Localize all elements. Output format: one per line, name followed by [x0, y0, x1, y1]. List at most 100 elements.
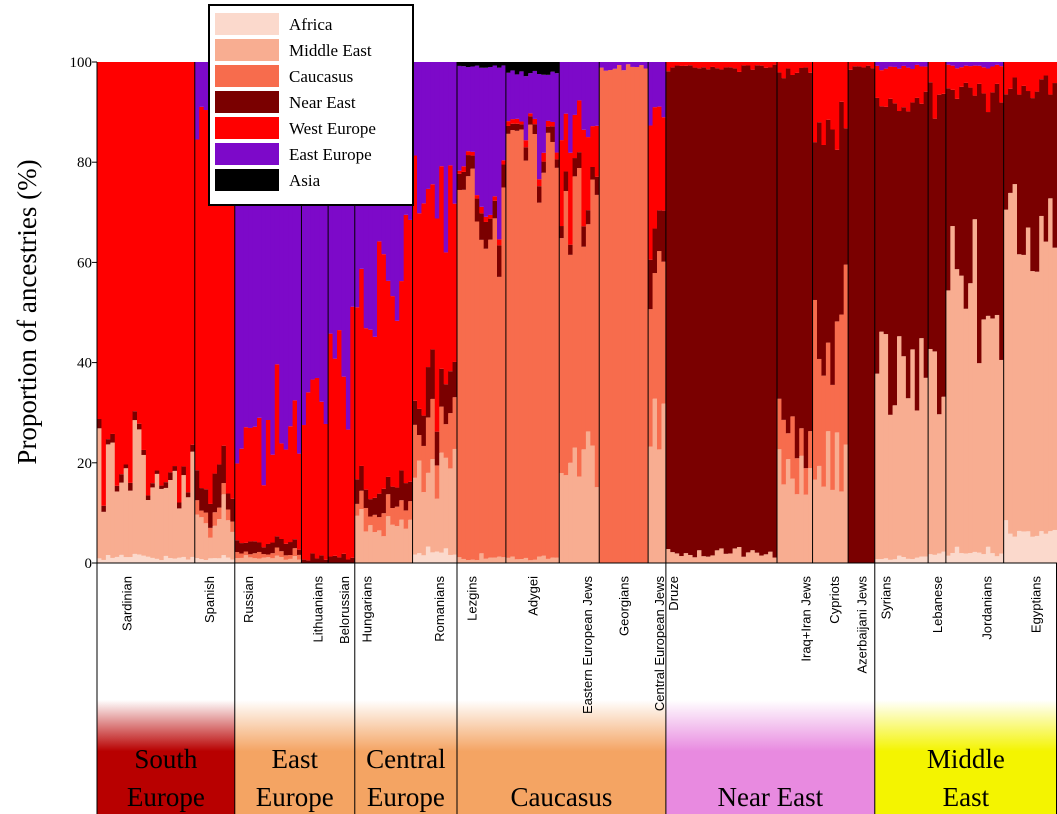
bar-cypriots-2-near-east: [817, 122, 823, 359]
bar-spanish-9-west-europe: [230, 124, 236, 499]
bar-lezgins-7-west-europe: [483, 216, 489, 222]
bar-eastern-european-jews-1-west-europe: [559, 140, 565, 227]
bar-belorussian-5-near-east: [345, 559, 351, 563]
bar-syrians-3-west-europe: [883, 68, 889, 107]
bar-jordanians-10-east-europe: [985, 62, 991, 69]
bar-iraq-iran-jews-7-caucasus: [803, 468, 809, 495]
bar-spanish-9-middle-east: [230, 531, 236, 560]
bar-cypriots-5-caucasus: [830, 384, 836, 490]
bar-egyptians-6-west-europe: [1025, 62, 1031, 92]
bar-egyptians-3-africa: [1012, 536, 1018, 563]
bar-druze-3-west-europe: [674, 62, 680, 66]
bar-syrians-3-near-east: [883, 106, 889, 335]
bar-druze-11-middle-east: [710, 555, 716, 563]
bar-syrians-7-africa: [901, 557, 907, 563]
bar-lezgins-3-middle-east: [465, 560, 471, 563]
bar-central-european-jews-1-caucasus: [648, 309, 654, 447]
bar-jordanians-8-middle-east: [977, 363, 983, 553]
bar-sardinian-1-west-europe: [97, 62, 103, 420]
bar-sardinian-17-middle-east: [168, 479, 174, 559]
bar-hungarians-6-caucasus: [377, 517, 383, 531]
bar-adygei-6-west-europe: [528, 113, 534, 117]
bar-sardinian-20-near-east: [181, 466, 187, 476]
bar-hungarians-1-caucasus: [354, 503, 360, 516]
bar-sardinian-14-africa: [154, 558, 160, 563]
bar-lezgins-6-east-europe: [479, 67, 485, 207]
bar-druze-5-middle-east: [683, 553, 689, 563]
bar-romanians-3-africa: [421, 555, 427, 563]
bar-eastern-european-jews-3-middle-east: [568, 462, 574, 563]
bar-lezgins-1-caucasus: [457, 189, 463, 558]
bar-belorussian-4-west-europe: [341, 376, 347, 554]
bar-sardinian-11-middle-east: [141, 454, 147, 556]
bar-lithuanians-6-near-east: [323, 559, 329, 563]
bar-cypriots-4-west-europe: [825, 62, 831, 120]
bar-jordanians-10-near-east: [985, 112, 991, 316]
bar-jordanians-2-near-east: [950, 89, 956, 227]
bar-adygei-2-caucasus: [510, 130, 516, 557]
population-label-syrians: Syrians: [878, 576, 893, 620]
bar-romanians-8-africa: [443, 548, 449, 563]
bar-russian-13-east-europe: [288, 62, 294, 427]
bar-egyptians-11-africa: [1048, 531, 1054, 563]
bar-egyptians-12-middle-east: [1052, 247, 1057, 530]
bar-central-european-jews-1-middle-east: [648, 446, 654, 563]
bar-cypriots-2-west-europe: [817, 62, 823, 123]
bar-lithuanians-5-near-east: [319, 555, 325, 563]
bar-syrians-12-middle-east: [923, 377, 929, 557]
bar-romanians-2-africa: [417, 553, 423, 563]
bar-romanians-7-east-europe: [439, 62, 445, 167]
bar-russian-1-near-east: [234, 540, 240, 553]
bar-lebanese-4-africa: [941, 551, 947, 563]
bar-druze-19-west-europe: [745, 62, 751, 66]
population-label-cypriots: Cypriots: [827, 576, 842, 624]
bar-jordanians-4-east-europe: [959, 62, 965, 68]
region-band-4: [665, 700, 875, 814]
region-label-2-0: Central: [366, 744, 445, 774]
bar-russian-14-east-europe: [292, 62, 298, 401]
bar-spanish-1-africa: [194, 558, 200, 563]
bar-hungarians-4-near-east: [368, 499, 374, 517]
bar-russian-1-west-europe: [234, 463, 240, 541]
bar-central-european-jews-3-caucasus: [657, 251, 663, 450]
bar-russian-13-caucasus: [288, 555, 294, 559]
bar-romanians-10-near-east: [452, 361, 458, 398]
bar-belorussian-3-near-east: [337, 557, 343, 563]
bar-hungarians-7-caucasus: [381, 513, 387, 537]
bar-georgians-4-east-europe: [612, 62, 618, 69]
bar-syrians-11-africa: [919, 556, 925, 563]
bar-lezgins-11-west-europe: [501, 160, 507, 165]
bar-georgians-11-east-europe: [643, 62, 649, 69]
bar-spanish-4-africa: [208, 558, 214, 563]
bar-iraq-iran-jews-2-caucasus: [781, 419, 787, 485]
bar-lezgins-4-near-east: [470, 155, 476, 169]
bar-jordanians-12-near-east: [994, 83, 1000, 315]
bar-sardinian-3-africa: [105, 555, 111, 563]
bar-romanians-2-east-europe: [417, 62, 423, 214]
bar-lezgins-9-west-europe: [492, 196, 498, 201]
bar-sardinian-9-africa: [132, 553, 138, 563]
bar-iraq-iran-jews-5-middle-east: [794, 494, 800, 563]
bar-romanians-3-east-europe: [421, 62, 427, 204]
bar-russian-6-east-europe: [257, 62, 263, 418]
bar-syrians-8-africa: [905, 558, 911, 563]
bar-romanians-5-east-europe: [430, 62, 436, 185]
bar-sardinian-15-near-east: [159, 485, 165, 489]
bar-druze-16-near-east: [732, 68, 738, 549]
bar-lezgins-4-east-europe: [470, 66, 476, 152]
bar-druze-6-near-east: [688, 65, 694, 555]
bar-egyptians-8-middle-east: [1034, 271, 1040, 536]
population-labels: Sardinian Spanish Russian Lithuanians Beloru…: [119, 576, 1043, 715]
bar-romanians-5-caucasus: [430, 398, 436, 460]
bar-lezgins-1-middle-east: [457, 557, 463, 563]
y-axis-title: Proportion of ancestries (%): [12, 159, 42, 464]
bar-russian-7-caucasus: [261, 554, 267, 558]
bar-egyptians-1-near-east: [1003, 94, 1009, 210]
bar-sardinian-8-west-europe: [128, 62, 134, 483]
bar-spanish-6-west-europe: [217, 162, 223, 465]
bar-romanians-6-africa: [434, 551, 440, 563]
bar-eastern-european-jews-6-west-europe: [581, 129, 587, 227]
bar-eastern-european-jews-5-caucasus: [577, 167, 583, 477]
bar-eastern-european-jews-7-east-europe: [585, 62, 591, 138]
bar-adygei-4-near-east: [519, 124, 525, 130]
